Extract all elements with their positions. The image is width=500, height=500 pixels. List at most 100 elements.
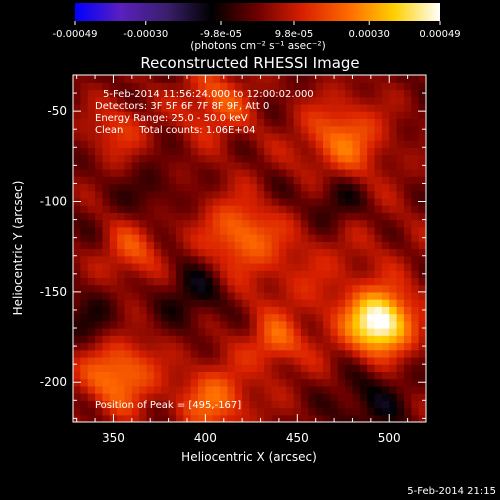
heatmap-cell — [300, 378, 309, 387]
heatmap-cell — [249, 75, 258, 83]
heatmap-cell — [168, 378, 177, 387]
heatmap-cell — [183, 82, 192, 91]
heatmap-cell — [198, 356, 206, 365]
heatmap-cell — [95, 197, 104, 206]
heatmap-cell — [234, 371, 243, 380]
heatmap-cell — [359, 176, 368, 185]
heatmap-cell — [190, 241, 199, 250]
heatmap-cell — [359, 234, 368, 242]
heatmap-cell — [323, 255, 331, 264]
heatmap-cell — [300, 277, 309, 286]
heatmap-cell — [323, 299, 331, 307]
heatmap-cell — [227, 342, 236, 351]
heatmap-cell — [300, 342, 309, 351]
heatmap-cell — [212, 154, 221, 163]
heatmap-cell — [175, 407, 184, 416]
heatmap-cell — [345, 299, 354, 307]
heatmap-cell — [293, 306, 302, 315]
heatmap-cell — [161, 89, 170, 98]
heatmap-cell — [124, 168, 133, 177]
heatmap-cell — [95, 168, 104, 177]
heatmap-cell — [264, 140, 273, 148]
heatmap-cell — [73, 82, 81, 91]
heatmap-cell — [352, 328, 361, 336]
heatmap-cell — [300, 176, 309, 185]
heatmap-cell — [161, 154, 170, 163]
heatmap-cell — [146, 140, 155, 148]
heatmap-cell — [168, 349, 177, 358]
heatmap-cell — [367, 140, 376, 148]
heatmap-cell — [227, 168, 236, 177]
heatmap-cell — [330, 299, 339, 307]
heatmap-cell — [139, 190, 148, 199]
heatmap-cell — [175, 349, 184, 358]
heatmap-cell — [153, 248, 162, 257]
heatmap-cell — [374, 140, 383, 148]
heatmap-cell — [256, 140, 265, 148]
heatmap-cell — [205, 147, 214, 156]
heatmap-cell — [389, 356, 398, 365]
heatmap-cell — [117, 176, 126, 185]
heatmap-cell — [367, 407, 376, 416]
heatmap-cell — [352, 349, 361, 358]
heatmap-cell — [323, 241, 331, 250]
heatmap-cell — [249, 262, 258, 271]
heatmap-cell — [411, 147, 420, 156]
heatmap-cell — [146, 103, 155, 112]
heatmap-cell — [293, 219, 302, 228]
heatmap-cell — [308, 414, 317, 422]
heatmap-cell — [227, 349, 236, 358]
heatmap-cell — [190, 205, 199, 213]
heatmap-cell — [124, 161, 133, 170]
heatmap-cell — [117, 284, 126, 293]
heatmap-cell — [95, 154, 104, 163]
heatmap-cell — [212, 234, 221, 242]
heatmap-cell — [308, 147, 317, 156]
heatmap-cell — [80, 378, 89, 387]
heatmap-cell — [234, 82, 243, 91]
heatmap-cell — [381, 168, 390, 177]
heatmap-cell — [139, 385, 148, 394]
heatmap-cell — [345, 378, 354, 387]
heatmap-cell — [323, 96, 331, 105]
heatmap-cell — [131, 378, 140, 387]
heatmap-cell — [212, 168, 221, 177]
heatmap-cell — [389, 378, 398, 387]
heatmap-cell — [73, 400, 81, 409]
heatmap-cell — [315, 89, 324, 98]
heatmap-cell — [381, 385, 390, 394]
heatmap-cell — [256, 262, 265, 271]
heatmap-cell — [212, 176, 221, 185]
heatmap-cell — [73, 147, 81, 156]
heatmap-cell — [271, 349, 280, 358]
x-tick-label: 500 — [378, 431, 401, 445]
heatmap-cell — [381, 197, 390, 206]
heatmap-cell — [146, 82, 155, 91]
heatmap-cell — [300, 262, 309, 271]
heatmap-cell — [345, 219, 354, 228]
heatmap-cell — [109, 335, 118, 344]
heatmap-cell — [381, 234, 390, 242]
heatmap-cell — [131, 255, 140, 264]
heatmap-cell — [183, 378, 192, 387]
heatmap-cell — [271, 385, 280, 394]
heatmap-cell — [212, 342, 221, 351]
heatmap-cell — [87, 291, 96, 300]
heatmap-cell — [95, 328, 104, 336]
heatmap-cell — [315, 270, 324, 279]
heatmap-cell — [109, 284, 118, 293]
heatmap-cell — [337, 226, 346, 235]
heatmap-cell — [403, 103, 412, 112]
heatmap-cell — [190, 320, 199, 329]
heatmap-cell — [249, 118, 258, 127]
heatmap-cell — [345, 132, 354, 141]
heatmap-cell — [146, 197, 155, 206]
heatmap-cell — [227, 75, 236, 83]
heatmap-cell — [102, 219, 111, 228]
heatmap-cell — [396, 378, 405, 387]
heatmap-cell — [249, 161, 258, 170]
heatmap-cell — [411, 190, 420, 199]
heatmap-cell — [109, 248, 118, 257]
heatmap-cell — [190, 277, 199, 286]
heatmap-cell — [374, 96, 383, 105]
